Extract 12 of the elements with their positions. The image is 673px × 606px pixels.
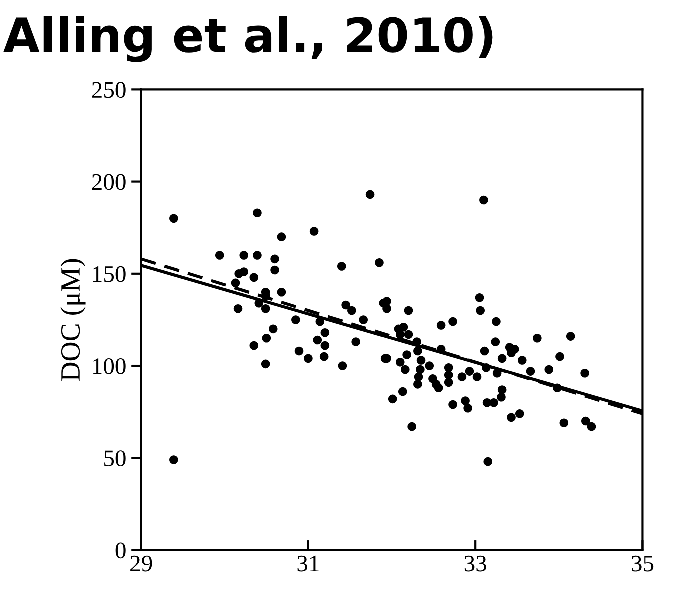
x-tick-label: 33 [464,556,486,572]
y-tick-label: 100 [93,358,126,374]
x-tick-label: 29 [130,556,152,572]
y-axis-title: DOC (μM) [60,259,86,382]
x-tick-label: 35 [632,556,654,572]
chart-title: Alling et al., 2010) [4,16,493,62]
y-tick-label: 150 [93,266,126,282]
y-tick-label: 50 [104,450,126,467]
y-tick-label: 0 [116,542,126,559]
y-tick-label: 250 [92,82,126,98]
y-tick-label: 200 [92,174,126,190]
x-tick-label: 31 [298,556,319,572]
